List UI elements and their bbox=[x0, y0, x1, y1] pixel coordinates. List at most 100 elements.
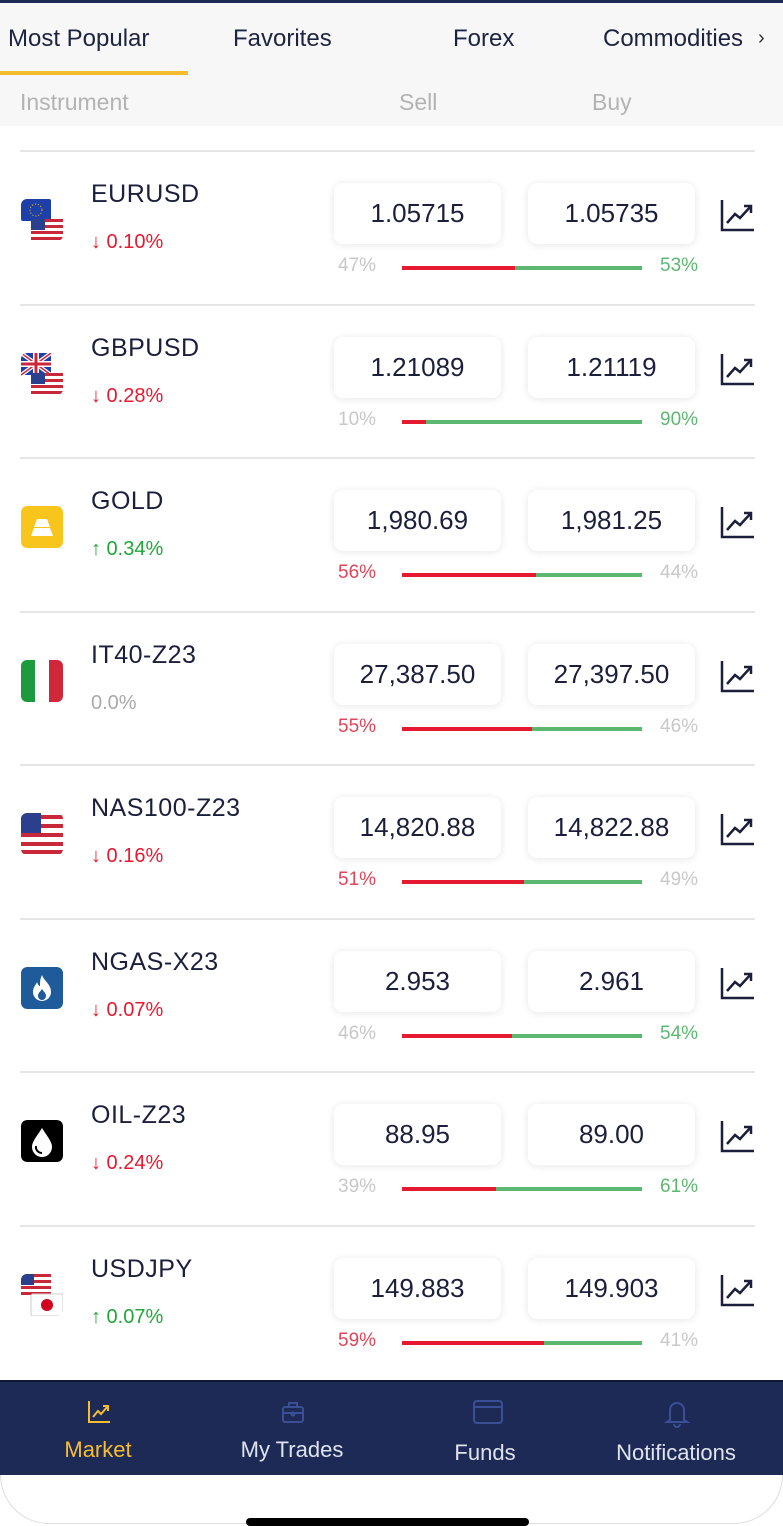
buy-price-button[interactable]: 2.961 bbox=[528, 950, 695, 1012]
buy-price-button[interactable]: 89.00 bbox=[528, 1104, 695, 1165]
sell-sentiment-fill bbox=[402, 419, 426, 424]
buy-price-button[interactable]: 1,981.25 bbox=[528, 490, 695, 551]
sell-sentiment: 56% bbox=[338, 562, 377, 583]
change-percent: ↓ 0.07% bbox=[91, 998, 164, 1021]
buy-sentiment: 49% bbox=[660, 869, 699, 890]
buy-sentiment: 53% bbox=[660, 255, 699, 276]
instrument-row[interactable]: USDJPY ↑ 0.07% 149.883 149.903 59% 41% bbox=[20, 1224, 756, 1379]
sell-sentiment: 51% bbox=[338, 869, 377, 890]
gold-bars-icon bbox=[21, 506, 63, 548]
sell-price-button[interactable]: 2.953 bbox=[334, 950, 501, 1012]
sell-sentiment: 59% bbox=[338, 1329, 377, 1351]
instrument-name: NAS100-Z23 bbox=[91, 794, 241, 822]
column-sell: Sell bbox=[399, 89, 438, 115]
tab-favorites[interactable]: Favorites bbox=[233, 25, 332, 52]
sell-price-button[interactable]: 14,820.88 bbox=[334, 797, 501, 858]
sentiment-bar bbox=[402, 880, 642, 884]
tab-commodities[interactable]: Commodities bbox=[603, 25, 744, 52]
tab-most-popular[interactable]: Most Popular bbox=[8, 25, 150, 52]
us-jp-flag-icon bbox=[21, 1273, 63, 1316]
chart-icon[interactable] bbox=[720, 812, 756, 846]
buy-price-button[interactable]: 1.21119 bbox=[528, 336, 695, 398]
instrument-name: OIL-Z23 bbox=[91, 1101, 187, 1129]
sell-sentiment: 47% bbox=[338, 255, 377, 276]
chevron-right-icon[interactable]: › bbox=[758, 27, 765, 49]
active-tab-indicator bbox=[0, 71, 188, 76]
tab-forex[interactable]: Forex bbox=[453, 25, 515, 52]
buy-price-button[interactable]: 149.903 bbox=[528, 1257, 695, 1319]
eu-us-flag-icon bbox=[21, 199, 63, 241]
chart-icon[interactable] bbox=[720, 966, 756, 1000]
chart-icon[interactable] bbox=[720, 1119, 756, 1153]
market-chart-icon bbox=[88, 1401, 110, 1423]
change-percent: 0.0% bbox=[91, 691, 137, 714]
instrument-row[interactable]: IT40-Z23 0.0% 27,387.50 27,397.50 55% 46… bbox=[20, 610, 756, 765]
home-indicator[interactable] bbox=[246, 1518, 529, 1526]
chart-icon[interactable] bbox=[720, 352, 756, 386]
nav-my-trades[interactable]: My Trades bbox=[194, 1382, 390, 1477]
buy-price-button[interactable]: 14,822.88 bbox=[528, 797, 695, 858]
flame-icon bbox=[21, 966, 63, 1009]
sell-price-button[interactable]: 88.95 bbox=[334, 1104, 501, 1165]
oil-drop-icon bbox=[21, 1120, 63, 1162]
device-bottom bbox=[0, 1475, 783, 1524]
sentiment-bar bbox=[402, 726, 642, 731]
instrument-row[interactable]: GBPUSD ↓ 0.28% 1.21089 1.21119 10% 90% bbox=[20, 303, 756, 458]
change-percent: ↓ 0.10% bbox=[91, 231, 164, 253]
column-buy: Buy bbox=[592, 89, 632, 115]
sell-price-button[interactable]: 1.21089 bbox=[334, 336, 501, 398]
sell-price-button[interactable]: 1,980.69 bbox=[334, 490, 501, 551]
nav-funds[interactable]: Funds bbox=[387, 1382, 583, 1477]
change-percent: ↑ 0.34% bbox=[91, 538, 164, 560]
change-percent: ↓ 0.16% bbox=[91, 845, 164, 867]
chart-icon[interactable] bbox=[720, 198, 756, 232]
change-percent: ↓ 0.28% bbox=[91, 384, 164, 407]
sentiment-bar bbox=[402, 1033, 642, 1038]
uk-us-flag-icon bbox=[21, 352, 63, 395]
chart-icon[interactable] bbox=[720, 1273, 756, 1307]
top-border bbox=[0, 0, 783, 3]
instrument-name: USDJPY bbox=[91, 1254, 193, 1283]
wallet-icon bbox=[473, 1400, 503, 1424]
sell-price-button[interactable]: 27,387.50 bbox=[334, 643, 501, 705]
instrument-row[interactable]: OIL-Z23 ↓ 0.24% 88.95 89.00 39% 61% bbox=[20, 1071, 755, 1225]
sell-price-button[interactable]: 149.883 bbox=[334, 1257, 501, 1319]
buy-price-button[interactable]: 27,397.50 bbox=[528, 643, 695, 705]
instrument-name: IT40-Z23 bbox=[91, 640, 197, 669]
nav-label: Notifications bbox=[616, 1440, 736, 1465]
instrument-name: NGAS-X23 bbox=[91, 947, 219, 976]
buy-sentiment: 41% bbox=[660, 1329, 699, 1351]
nav-market[interactable]: Market bbox=[0, 1382, 196, 1477]
column-instrument: Instrument bbox=[20, 89, 129, 115]
nav-notifications[interactable]: Notifications bbox=[578, 1382, 774, 1477]
sentiment-bar bbox=[402, 419, 642, 424]
instrument-row[interactable]: NGAS-X23 ↓ 0.07% 2.953 2.961 46% 54% bbox=[20, 917, 756, 1072]
sell-sentiment-fill bbox=[402, 1033, 513, 1038]
sell-price-button[interactable]: 1.05715 bbox=[334, 183, 501, 244]
buy-sentiment: 54% bbox=[660, 1022, 699, 1044]
nav-label: My Trades bbox=[240, 1437, 344, 1462]
bell-icon bbox=[663, 1402, 691, 1428]
sell-sentiment-fill bbox=[402, 266, 515, 270]
sentiment-bar bbox=[402, 1187, 642, 1191]
instrument-name: GOLD bbox=[91, 487, 164, 515]
column-headers: Instrument Sell Buy bbox=[0, 75, 783, 126]
chart-icon[interactable] bbox=[720, 505, 756, 539]
sell-sentiment-fill bbox=[402, 573, 537, 577]
instrument-row[interactable]: GOLD ↑ 0.34% 1,980.69 1,981.25 56% 44% bbox=[20, 457, 755, 611]
chart-icon[interactable] bbox=[720, 659, 756, 693]
nav-label: Funds bbox=[454, 1440, 516, 1465]
nav-label: Market bbox=[64, 1437, 132, 1462]
sell-sentiment-fill bbox=[402, 1340, 544, 1345]
sell-sentiment: 55% bbox=[338, 715, 377, 737]
buy-price-button[interactable]: 1.05735 bbox=[528, 183, 695, 244]
instrument-row[interactable]: NAS100-Z23 ↓ 0.16% 14,820.88 14,822.88 5… bbox=[20, 764, 755, 918]
buy-sentiment: 90% bbox=[660, 408, 699, 430]
buy-sentiment: 46% bbox=[660, 715, 699, 737]
sentiment-bar bbox=[402, 1340, 642, 1345]
instrument-row[interactable]: EURUSD ↓ 0.10% 1.05715 1.05735 47% 53% bbox=[20, 150, 755, 304]
bottom-nav: Market My Trades Funds Notifications bbox=[0, 1380, 783, 1475]
change-percent: ↑ 0.07% bbox=[91, 1305, 164, 1328]
briefcase-icon bbox=[282, 1402, 304, 1423]
category-tabs: Most Popular Favorites Forex Commodities… bbox=[0, 3, 783, 76]
